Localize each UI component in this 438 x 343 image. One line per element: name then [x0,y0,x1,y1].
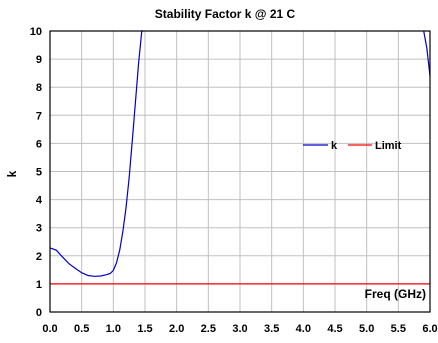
x-tick-label: 2.5 [201,323,216,335]
x-tick-label: 5.0 [359,323,374,335]
y-tick-label: 3 [36,223,42,235]
x-tick-label: 6.0 [422,323,437,335]
x-tick-label: 4.5 [327,323,342,335]
legend: k Limit [303,140,402,152]
y-tick-label: 1 [36,279,42,291]
x-axis-label: Freq (GHz) [365,287,426,301]
y-tick-label: 7 [36,110,42,122]
x-tick-label: 5.5 [391,323,406,335]
y-axis-label: k [5,170,19,177]
x-tick-label: 3.0 [232,323,247,335]
x-tick-label: 4.0 [296,323,311,335]
y-tick-label: 10 [30,26,42,38]
x-tick-label: 0.5 [74,323,89,335]
y-tick-label: 2 [36,251,42,263]
x-tick-label: 3.5 [264,323,279,335]
y-tick-label: 8 [36,82,42,94]
x-tick-label: 1.5 [137,323,152,335]
series-line-k [49,30,144,277]
legend-label-limit: Limit [375,140,402,152]
series-line-k-tail [423,30,431,77]
plot-frame [49,30,431,313]
x-tick-labels: 0.0 0.5 1.0 1.5 2.0 2.5 3.0 3.5 4.0 4.5 5.0 5.5 6.0 [42,323,437,335]
y-tick-label: 4 [36,195,43,207]
y-tick-label: 9 [36,54,42,66]
x-tick-label: 0.0 [42,323,57,335]
x-tick-label: 2.0 [169,323,184,335]
y-tick-labels: 0 1 2 3 4 5 6 7 8 9 10 [30,26,43,319]
y-tick-label: 5 [36,167,42,179]
grid [50,31,430,312]
y-tick-label: 6 [36,138,42,150]
chart-title: Stability Factor k @ 21 C [155,7,296,21]
x-tick-label: 1.0 [106,323,121,335]
series-layer [49,30,431,285]
legend-label-k: k [331,140,338,152]
y-tick-label: 0 [36,307,42,319]
